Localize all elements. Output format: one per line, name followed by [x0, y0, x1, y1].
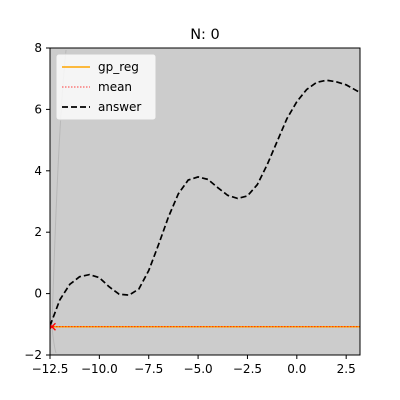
axes: −12.5 −10.0 −7.5 −5.0 −2.5 0.0 2.5 −2 0 2 4 6 8: [24, 41, 361, 376]
legend-label-answer: answer: [98, 100, 141, 114]
legend-label-gp-reg: gp_reg: [98, 60, 139, 74]
x-tick-label: −7.5: [134, 362, 163, 376]
y-tick-label: 6: [34, 102, 42, 116]
y-tick-label: 4: [34, 164, 42, 178]
band-edge-lower: [51, 326, 57, 354]
x-tick-label: −12.5: [32, 362, 69, 376]
x-tick-label: −5.0: [184, 362, 213, 376]
legend-label-mean: mean: [98, 80, 132, 94]
y-tick-label: 8: [34, 41, 42, 55]
legend-box: [55, 53, 157, 121]
x-tick-label: 2.5: [337, 362, 356, 376]
series-answer: [50, 79, 360, 327]
y-tick-label: 0: [34, 287, 42, 301]
x-tick-label: −2.5: [233, 362, 262, 376]
data-point-marker: [50, 322, 56, 331]
y-tick-label: −2: [24, 348, 42, 362]
x-tick-label: −10.0: [81, 362, 118, 376]
plot-frame: [49, 47, 361, 356]
x-tick-label: 0.0: [287, 362, 306, 376]
y-tick-label: 2: [34, 225, 42, 239]
chart-title: N: 0: [190, 27, 220, 43]
